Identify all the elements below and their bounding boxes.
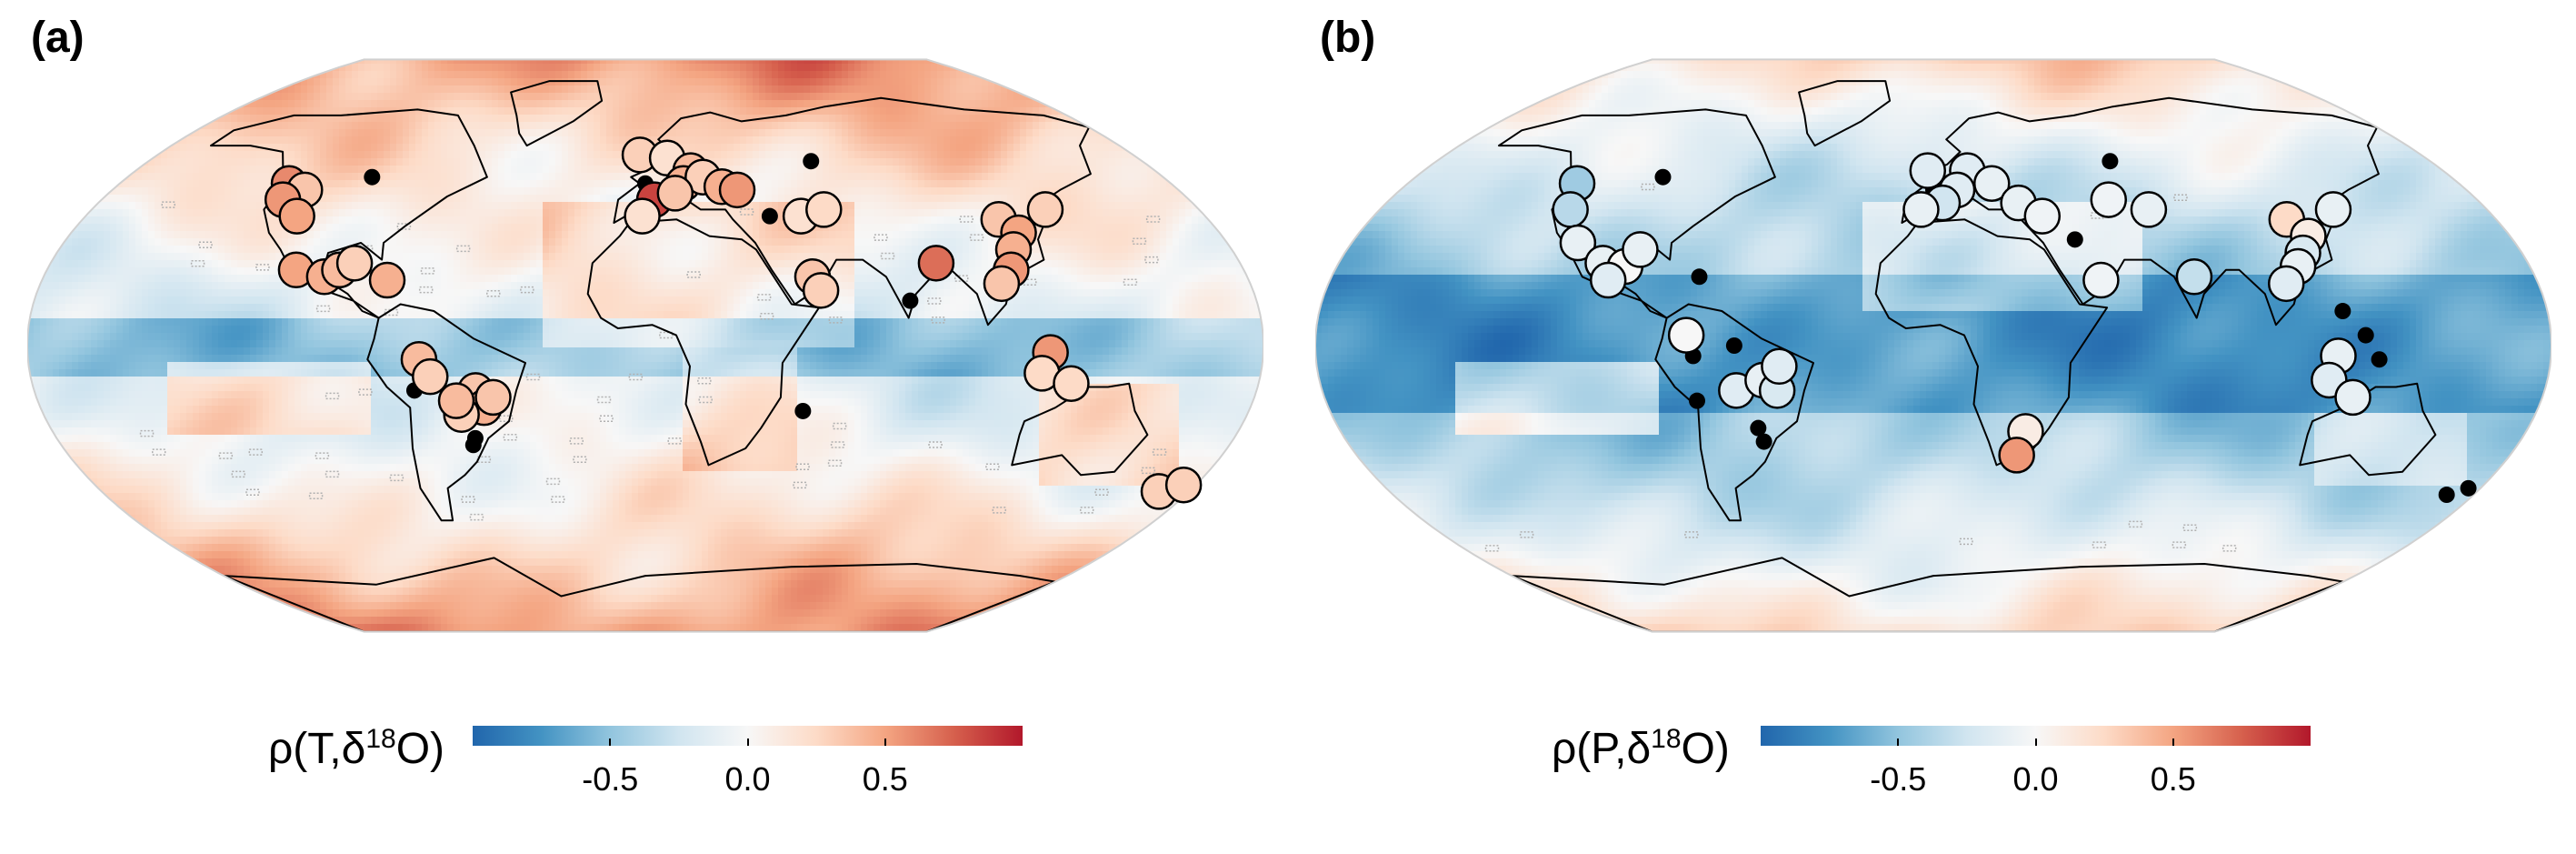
station-marker	[2130, 191, 2168, 228]
station-marker	[278, 197, 315, 235]
station-marker	[2334, 378, 2371, 417]
colorbar-tick-label: -0.5	[1870, 760, 1926, 799]
panel-label: (b)	[1320, 13, 1375, 63]
missing-station-dot	[761, 207, 778, 225]
colorbar-tick-mark	[2172, 738, 2174, 746]
missing-station-dot	[902, 292, 919, 309]
station-marker	[368, 261, 406, 299]
station-marker	[1552, 191, 1589, 228]
station-marker	[983, 265, 1021, 303]
station-marker	[1667, 316, 1705, 354]
colorbar-title: ρ(P,δ18O)	[1552, 724, 1730, 774]
station-marker	[2090, 181, 2128, 218]
station-marker	[2082, 261, 2120, 299]
station-marker	[1909, 152, 1947, 189]
colorbar-tick-label: -0.5	[582, 760, 638, 799]
station-marker	[474, 378, 512, 417]
station-marker	[1026, 191, 1064, 228]
missing-station-dot	[1755, 433, 1772, 450]
panel-a: (a) ρ(T,δ18O) -0.5 0.0 0.5	[27, 13, 1263, 799]
missing-station-dot	[794, 402, 812, 419]
panel-label: (a)	[31, 13, 85, 63]
station-marker	[802, 272, 840, 309]
correlation-field	[27, 59, 1263, 632]
missing-station-dot	[2066, 231, 2083, 248]
colorbar-tick-label: 0.5	[2151, 760, 2196, 799]
station-marker	[335, 245, 374, 282]
missing-station-dot	[1688, 392, 1705, 409]
missing-station-dot	[364, 168, 381, 186]
station-marker	[2267, 265, 2305, 303]
colorbar-title: ρ(T,δ18O)	[268, 724, 444, 774]
missing-station-dot	[2371, 351, 2388, 368]
colorbar-tick-mark	[746, 738, 749, 746]
colorbar-tick-mark	[1897, 738, 1900, 746]
station-marker	[1622, 231, 1659, 268]
station-marker	[1589, 261, 1627, 299]
station-marker	[718, 171, 756, 209]
correlation-field	[1315, 59, 2551, 632]
station-marker	[2175, 258, 2213, 296]
station-marker	[412, 357, 449, 396]
station-marker	[1053, 365, 1090, 403]
missing-station-dot	[1725, 337, 1742, 354]
missing-station-dot	[803, 153, 820, 170]
missing-station-dot	[2102, 153, 2119, 170]
panel-b: (b) ρ(P,δ18O) -0.5 0.0 0.5	[1288, 0, 2576, 854]
correlation-map-temperature	[27, 58, 1263, 633]
station-marker	[437, 382, 475, 419]
missing-station-dot	[1654, 168, 1672, 186]
colorbar-tick-label: 0.0	[724, 760, 770, 799]
missing-station-dot	[1750, 419, 1767, 437]
station-marker	[1559, 224, 1597, 262]
colorbar-tick-label: 0.0	[2012, 760, 2058, 799]
missing-station-dot	[1691, 268, 1708, 286]
station-marker	[805, 191, 843, 228]
colorbar-tick-label: 0.5	[863, 760, 908, 799]
station-marker	[1902, 191, 1940, 228]
station-marker	[1973, 165, 2011, 203]
missing-station-dot	[2357, 327, 2374, 344]
station-marker	[917, 245, 955, 282]
colorbar-tick-mark	[2034, 738, 2037, 746]
station-marker	[2314, 191, 2352, 228]
missing-station-dot	[464, 437, 482, 454]
station-marker	[624, 197, 661, 235]
station-marker	[1998, 437, 2035, 474]
colorbar-tick-mark	[609, 738, 612, 746]
station-marker	[1164, 466, 1203, 504]
missing-station-dot	[2438, 487, 2455, 504]
missing-station-dot	[2334, 303, 2351, 320]
correlation-map-precipitation	[1315, 58, 2551, 633]
missing-station-dot	[2460, 479, 2477, 497]
station-marker	[1761, 347, 1798, 386]
station-marker	[2023, 197, 2062, 235]
station-marker	[656, 175, 694, 212]
colorbar-tick-mark	[884, 738, 886, 746]
